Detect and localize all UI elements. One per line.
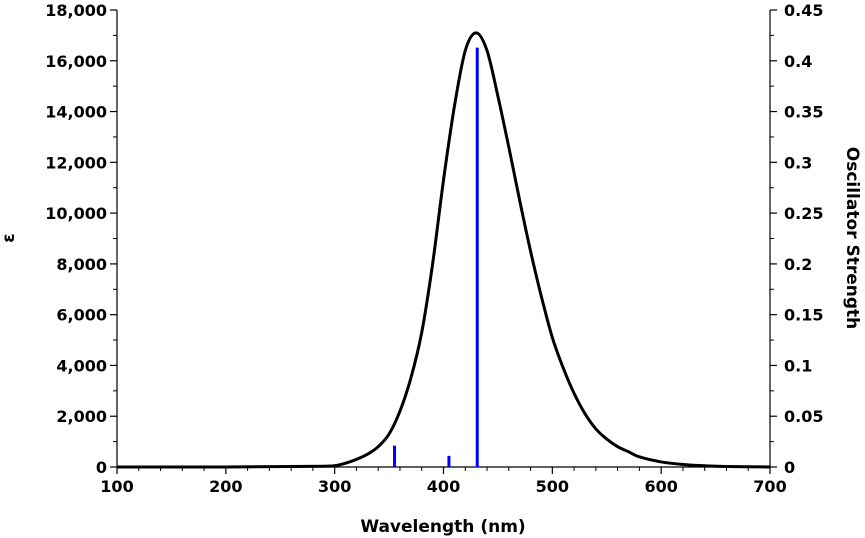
y-left-tick-label: 8,000 [56,255,107,274]
y-right-tick-label: 0.15 [784,306,823,325]
tick-labels: 100 200 300 400 500 600 70002,0004,0006,0008,0… [45,1,823,496]
x-tick-label: 600 [644,477,677,496]
y-left-axis-title: ε [0,233,19,242]
y-left-tick-label: 12,000 [45,153,107,172]
x-tick-label: 200 [209,477,242,496]
absorption-spectrum-line [116,31,771,469]
axes-frame [116,10,771,468]
y-left-tick-label: 18,000 [45,1,107,20]
y-right-tick-label: 0.2 [784,255,812,274]
y-left-tick-label: 2,000 [56,407,107,426]
tick-marks [110,9,777,474]
plot-area [116,31,771,469]
x-tick-label: 500 [536,477,569,496]
y-right-tick-label: 0.05 [784,407,823,426]
y-left-tick-label: 14,000 [45,103,107,122]
y-left-tick-label: 10,000 [45,204,107,223]
y-right-axis-title: Oscillator Strength [842,147,862,330]
x-axis-title: Wavelength (nm) [360,517,525,537]
y-right-tick-label: 0.25 [784,204,823,223]
y-left-tick-label: 0 [96,458,107,477]
y-right-tick-label: 0 [784,458,795,477]
y-right-tick-label: 0.3 [784,153,812,172]
x-tick-label: 400 [427,477,460,496]
y-right-tick-label: 0.1 [784,356,812,375]
x-tick-label: 100 [100,477,133,496]
y-right-tick-label: 0.4 [784,52,812,71]
y-left-tick-label: 4,000 [56,356,107,375]
y-right-tick-label: 0.35 [784,103,823,122]
y-left-tick-label: 16,000 [45,52,107,71]
y-left-tick-label: 6,000 [56,306,107,325]
x-tick-label: 300 [318,477,351,496]
x-tick-label: 700 [753,477,786,496]
y-right-tick-label: 0.45 [784,1,823,20]
